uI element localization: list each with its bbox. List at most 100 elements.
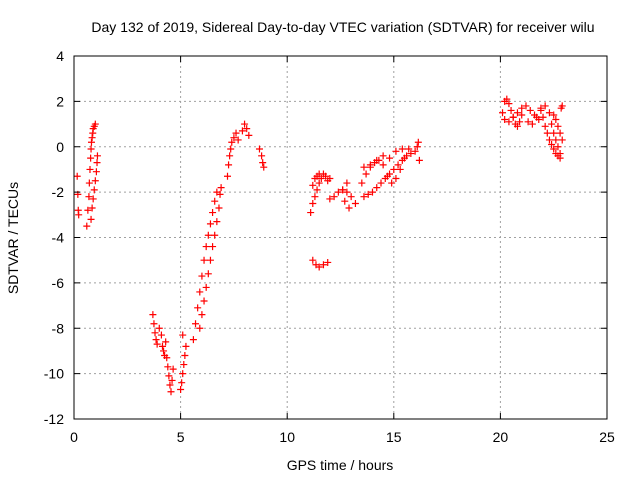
x-tick-label: 15 <box>386 429 402 445</box>
data-point <box>315 263 323 271</box>
data-point <box>178 379 186 387</box>
data-point <box>386 154 394 162</box>
data-point <box>505 100 513 108</box>
data-point <box>162 338 170 346</box>
data-point <box>152 336 160 344</box>
data-point <box>198 311 206 319</box>
data-point <box>168 376 176 384</box>
data-point <box>91 177 99 185</box>
data-point <box>307 209 315 217</box>
y-tick-label: -10 <box>44 366 64 382</box>
data-point <box>528 120 536 128</box>
data-point <box>411 147 419 155</box>
data-point <box>228 138 236 146</box>
data-point <box>518 104 526 112</box>
y-tick-label: -6 <box>52 275 65 291</box>
data-point <box>499 109 507 117</box>
axis-ticks: 0 5 10 15 20 25 -12 -10 -8 -6 -4 -2 0 2 4 <box>44 48 615 445</box>
data-point <box>194 304 202 312</box>
data-point <box>414 138 422 146</box>
data-point <box>169 365 177 373</box>
data-point <box>324 258 332 266</box>
data-point <box>89 195 97 203</box>
data-point <box>550 145 558 153</box>
data-point <box>209 243 217 251</box>
data-point <box>196 324 204 332</box>
y-tick-label: -8 <box>52 320 65 336</box>
data-point <box>153 340 161 348</box>
data-point <box>377 179 385 187</box>
data-point <box>550 111 558 119</box>
data-point <box>368 188 376 196</box>
data-point <box>165 372 173 380</box>
data-point <box>87 138 95 146</box>
data-point <box>189 336 197 344</box>
data-point <box>550 129 558 137</box>
data-point <box>317 175 325 183</box>
data-point <box>383 172 391 180</box>
data-point <box>260 163 268 171</box>
x-tick-label: 0 <box>70 429 78 445</box>
y-tick-label: 0 <box>56 139 64 155</box>
data-point <box>166 381 174 389</box>
data-point <box>204 231 212 239</box>
data-point <box>180 361 188 369</box>
data-point <box>543 129 551 137</box>
data-point <box>85 193 93 201</box>
data-point <box>309 181 317 189</box>
data-point <box>330 193 338 201</box>
data-point <box>206 256 214 264</box>
data-point <box>87 215 95 223</box>
data-point <box>75 211 83 219</box>
data-point <box>556 154 564 162</box>
data-points <box>73 95 566 396</box>
data-point <box>86 165 94 173</box>
data-point <box>513 109 521 117</box>
data-point <box>179 331 187 339</box>
data-point <box>556 129 564 137</box>
data-point <box>90 186 98 194</box>
data-point <box>225 161 233 169</box>
data-point <box>226 152 234 160</box>
data-point <box>373 156 381 164</box>
data-point <box>347 193 355 201</box>
data-point <box>341 197 349 205</box>
data-point <box>230 134 238 142</box>
y-tick-label: 4 <box>56 48 64 64</box>
x-tick-label: 20 <box>493 429 509 445</box>
data-point <box>213 218 221 226</box>
data-point <box>379 152 387 160</box>
data-point <box>326 175 334 183</box>
data-point <box>388 179 396 187</box>
data-point <box>379 161 387 169</box>
data-point <box>537 106 545 114</box>
data-point <box>545 109 553 117</box>
data-point <box>84 206 92 214</box>
x-tick-label: 5 <box>177 429 185 445</box>
data-point <box>85 179 93 187</box>
data-point <box>545 136 553 144</box>
y-tick-label: 2 <box>56 93 64 109</box>
data-point <box>182 342 190 350</box>
data-point <box>557 104 565 112</box>
data-point <box>87 145 95 153</box>
data-point <box>364 190 372 198</box>
data-point <box>211 197 219 205</box>
data-point <box>313 186 321 194</box>
data-point <box>501 116 509 124</box>
data-point <box>554 122 562 130</box>
data-point <box>552 116 560 124</box>
data-point <box>513 122 521 130</box>
data-point <box>211 231 219 239</box>
data-point <box>398 145 406 153</box>
data-point <box>157 331 165 339</box>
data-point <box>360 193 368 201</box>
data-point <box>407 150 415 158</box>
data-point <box>179 370 187 378</box>
data-point <box>526 106 534 114</box>
data-point <box>415 156 423 164</box>
data-point <box>164 363 172 371</box>
data-point <box>507 106 515 114</box>
data-point <box>227 145 235 153</box>
